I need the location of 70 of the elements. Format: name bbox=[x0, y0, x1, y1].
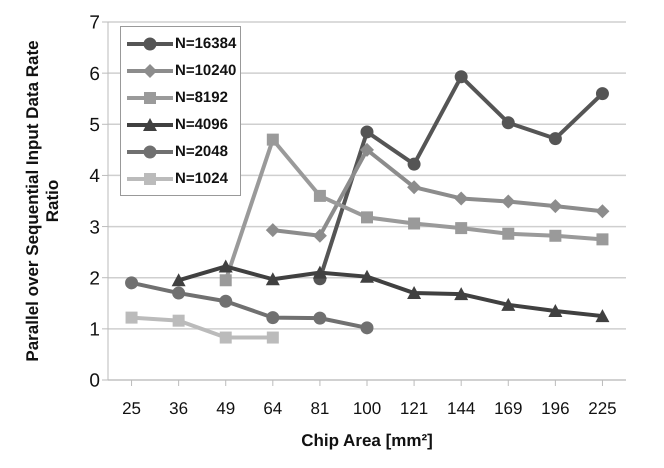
y-tick-label: 5 bbox=[89, 115, 100, 136]
point bbox=[172, 273, 186, 286]
point bbox=[454, 287, 468, 300]
point bbox=[266, 272, 280, 286]
point bbox=[502, 116, 515, 130]
legend-label: N=2048 bbox=[175, 143, 228, 160]
legend-label: N=1024 bbox=[175, 170, 228, 187]
point bbox=[360, 125, 374, 138]
legend-label: N=8192 bbox=[175, 89, 228, 106]
point bbox=[407, 180, 422, 194]
x-tick-label: 144 bbox=[446, 399, 476, 418]
point bbox=[360, 321, 374, 334]
legend-label: N=10240 bbox=[175, 62, 236, 79]
point bbox=[266, 311, 280, 324]
point bbox=[172, 314, 185, 327]
x-tick-label: 25 bbox=[122, 399, 142, 418]
x-tick-label: 81 bbox=[310, 399, 330, 418]
point bbox=[126, 312, 138, 324]
point bbox=[220, 274, 232, 286]
point bbox=[313, 312, 326, 325]
point bbox=[266, 134, 279, 146]
point bbox=[548, 199, 562, 214]
legend-label: N=16384 bbox=[175, 35, 236, 52]
y-tick-label: 7 bbox=[89, 12, 100, 34]
x-tick-label: 49 bbox=[216, 399, 236, 418]
point bbox=[312, 266, 327, 279]
point bbox=[408, 218, 420, 230]
point bbox=[501, 194, 516, 209]
point bbox=[360, 142, 374, 157]
x-tick-label: 121 bbox=[400, 399, 428, 418]
y-tick-label: 3 bbox=[89, 217, 100, 238]
point bbox=[266, 223, 280, 238]
point bbox=[266, 332, 279, 344]
point bbox=[548, 304, 562, 317]
x-axis-title: Chip Area [mm²] bbox=[301, 431, 433, 450]
point bbox=[595, 309, 610, 322]
point bbox=[360, 270, 374, 283]
x-tick-label: 64 bbox=[263, 399, 282, 418]
x-tick-label: 196 bbox=[541, 399, 570, 418]
point bbox=[125, 276, 138, 290]
y-tick-label: 1 bbox=[89, 320, 100, 341]
point bbox=[454, 70, 468, 84]
point bbox=[314, 190, 326, 202]
x-tick-label: 36 bbox=[169, 399, 188, 418]
x-tick-label: 225 bbox=[588, 399, 617, 418]
y-tick-label: 2 bbox=[89, 268, 100, 290]
y-axis-title: Parallel over Sequential Input Data Rate Ratio bbox=[23, 40, 62, 362]
point bbox=[407, 286, 422, 300]
point bbox=[549, 230, 562, 242]
point bbox=[172, 286, 186, 300]
y-tick-label: 6 bbox=[89, 64, 100, 85]
legend-label: N=4096 bbox=[175, 116, 228, 133]
point bbox=[595, 204, 610, 218]
x-tick-label: 100 bbox=[352, 399, 382, 418]
point bbox=[502, 228, 514, 240]
point bbox=[312, 228, 327, 243]
point bbox=[455, 222, 468, 234]
y-tick-label: 0 bbox=[89, 370, 100, 392]
point bbox=[454, 191, 468, 206]
point bbox=[220, 332, 232, 344]
point bbox=[218, 259, 233, 272]
x-tick-label: 169 bbox=[494, 399, 522, 418]
point bbox=[596, 87, 609, 100]
point bbox=[501, 298, 516, 311]
point bbox=[408, 158, 421, 171]
point bbox=[219, 294, 232, 308]
point bbox=[548, 132, 562, 146]
y-tick-label: 4 bbox=[89, 166, 100, 188]
point bbox=[596, 233, 608, 246]
point bbox=[361, 211, 373, 224]
